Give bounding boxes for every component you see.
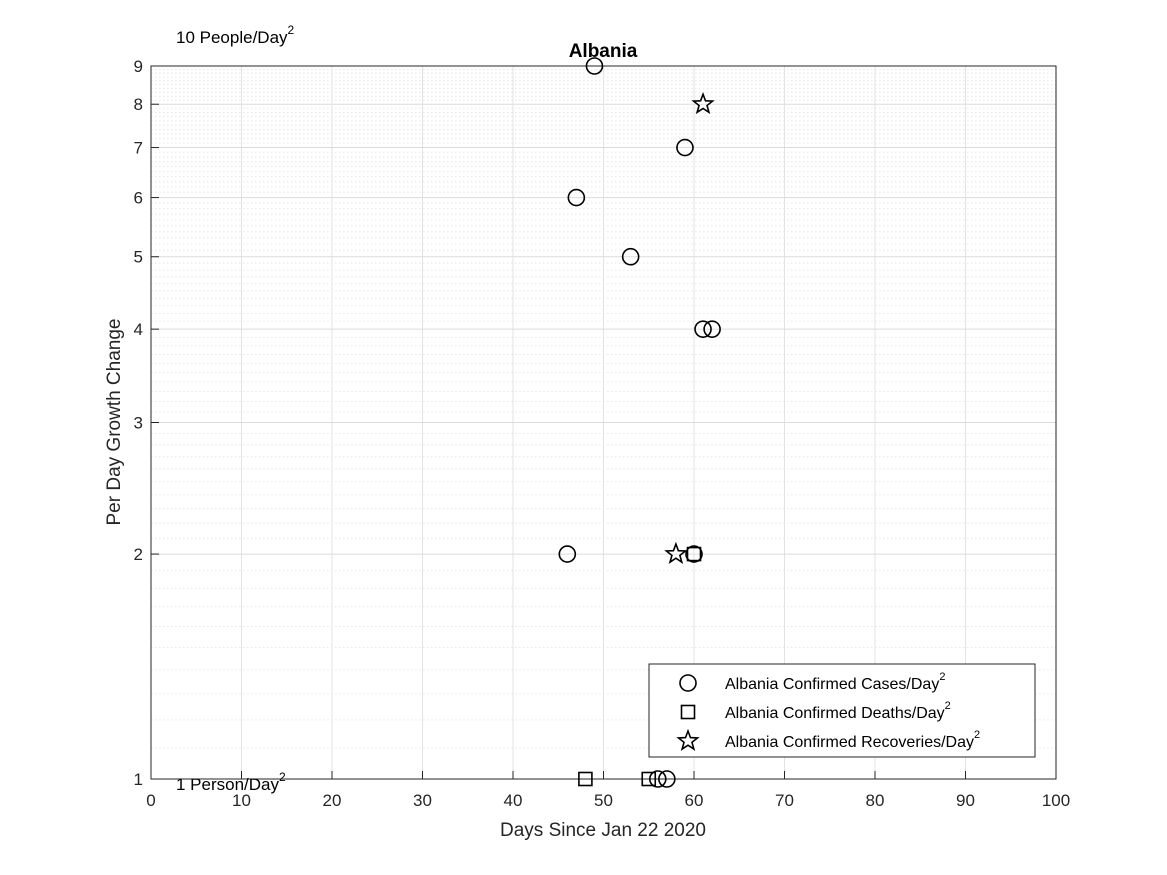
x-tick-label: 40 — [504, 791, 523, 810]
legend-entry-label: Albania Confirmed Recoveries/Day2 — [725, 729, 980, 751]
x-tick-label: 20 — [323, 791, 342, 810]
circle-data-point — [648, 770, 667, 788]
legend-entry-sup: 2 — [945, 700, 951, 712]
annotation-top-left-sup: 2 — [288, 23, 295, 37]
circle-data-point — [676, 138, 694, 157]
annotation-top-left: 10 People/Day2 — [176, 23, 295, 47]
y-axis-label: Per Day Growth Change — [104, 319, 125, 526]
y-tick-label: 3 — [134, 414, 143, 433]
square-data-point — [686, 546, 702, 562]
circle-data-point — [694, 320, 712, 338]
legend-entry-sup: 2 — [974, 729, 980, 741]
star-data-point — [664, 541, 688, 565]
y-tick-label: 2 — [134, 545, 143, 564]
circle-data-point — [585, 57, 604, 75]
legend-entry-text: Albania Confirmed Deaths/Day — [725, 705, 945, 722]
grid-layer — [151, 66, 1056, 779]
x-tick-label: 60 — [685, 791, 704, 810]
annotation-top-left-text: 10 People/Day — [176, 28, 288, 47]
legend-entry-text: Albania Confirmed Recoveries/Day — [725, 734, 974, 751]
x-tick-label: 50 — [594, 791, 613, 810]
square-data-point — [641, 771, 657, 787]
star-data-point — [691, 91, 715, 115]
square-data-point — [578, 771, 593, 787]
tick-layer: 0 10 20 30 40 50 60 70 80 90 100 1 2 3 4 5 6 7 8 9 — [134, 57, 1071, 810]
x-tick-label: 0 — [146, 791, 155, 810]
legend-circle-marker — [679, 674, 697, 692]
legend-box — [648, 663, 1036, 758]
x-tick-label: 90 — [956, 791, 975, 810]
legend-star-marker — [676, 728, 700, 751]
legend-entry-label: Albania Confirmed Deaths/Day2 — [725, 700, 951, 722]
x-tick-label: 100 — [1042, 791, 1070, 810]
x-tick-label: 70 — [775, 791, 794, 810]
y-tick-label: 6 — [134, 189, 143, 208]
circle-data-point — [558, 545, 577, 563]
circle-data-point — [703, 320, 721, 338]
legend-entry-sup: 2 — [939, 671, 945, 683]
circle-data-point — [567, 188, 586, 207]
marker-layer — [558, 57, 721, 788]
x-tick-label: 30 — [413, 791, 432, 810]
x-axis-label: Days Since Jan 22 2020 — [500, 820, 706, 841]
legend-entry-label: Albania Confirmed Cases/Day2 — [725, 671, 945, 693]
y-tick-label: 8 — [134, 95, 143, 114]
circle-data-point — [685, 545, 703, 563]
chart-title: Albania — [569, 41, 638, 62]
y-tick-label: 4 — [134, 320, 143, 339]
y-tick-label: 9 — [134, 57, 143, 76]
x-tick-label: 10 — [232, 791, 251, 810]
annotation-bottom-left-sup: 2 — [279, 770, 286, 784]
x-tick-label: 80 — [866, 791, 885, 810]
circle-data-point — [621, 247, 640, 266]
legend-entry-text: Albania Confirmed Cases/Day — [725, 676, 939, 693]
annotation-bottom-left: 1 Person/Day2 — [176, 770, 286, 794]
y-tick-label: 7 — [134, 139, 143, 158]
y-tick-label: 5 — [134, 248, 143, 267]
annotation-bottom-left-text: 1 Person/Day — [176, 775, 279, 794]
y-tick-label: 1 — [134, 770, 143, 789]
circle-data-point — [658, 770, 676, 788]
legend-square-marker — [680, 704, 696, 720]
